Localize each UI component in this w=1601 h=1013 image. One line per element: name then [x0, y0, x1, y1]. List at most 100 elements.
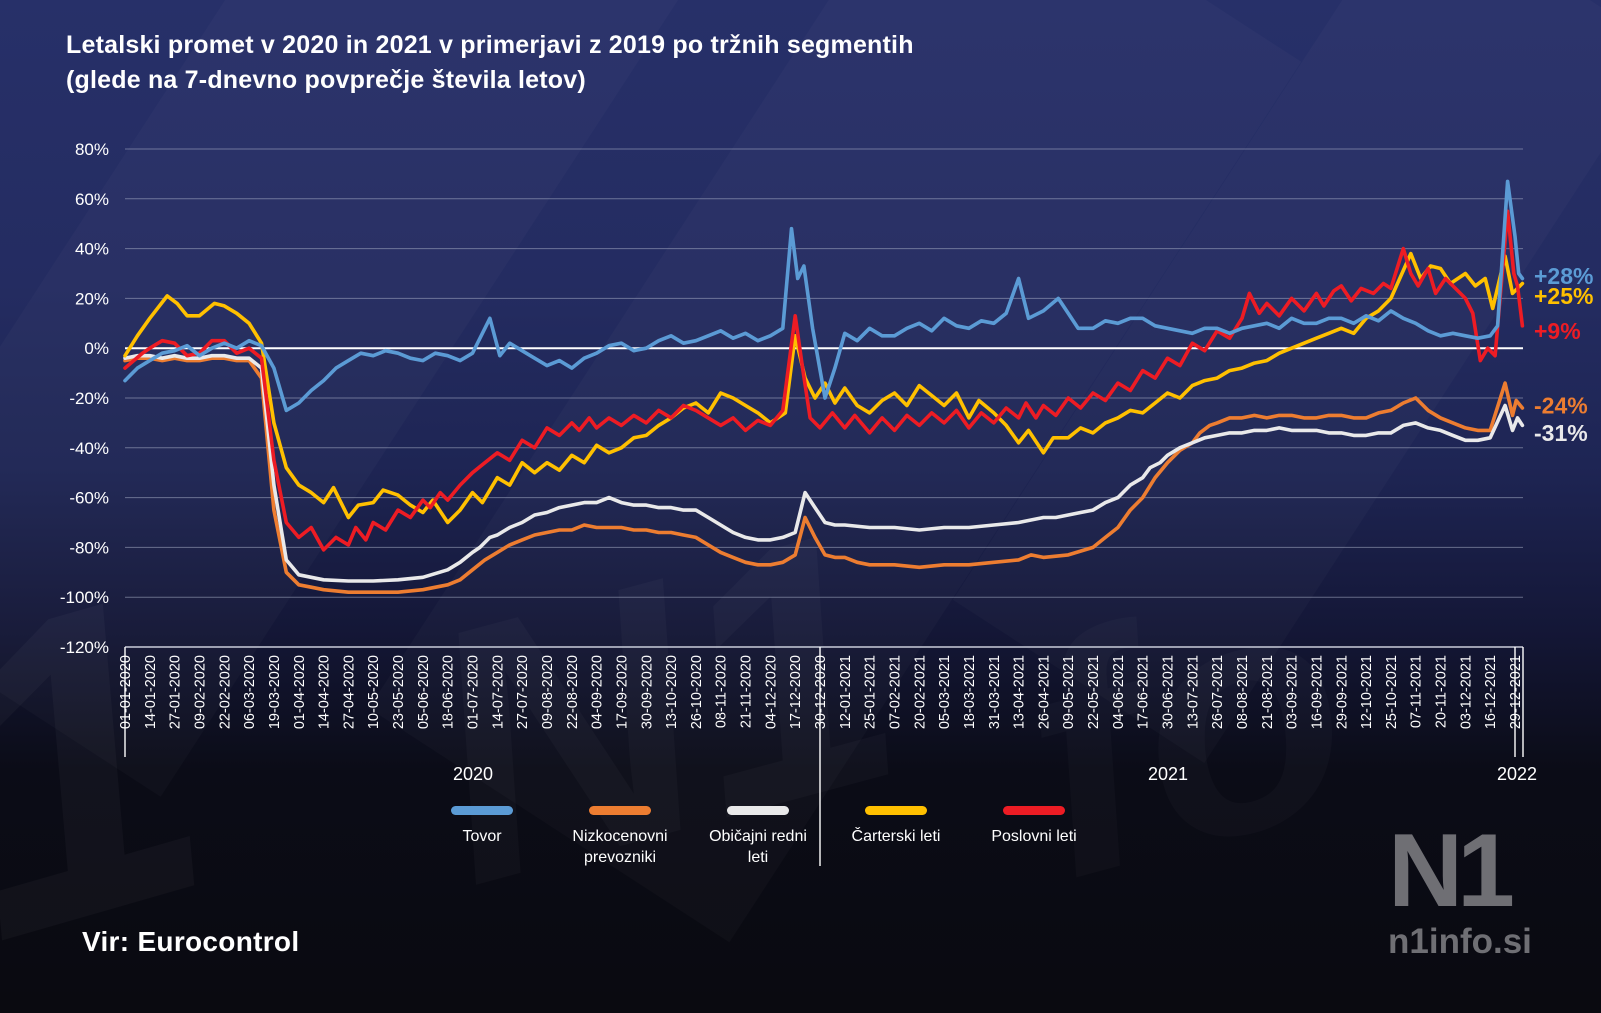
x-tick-label: 16-12-2021 [1483, 655, 1499, 729]
x-tick-label: 21-08-2021 [1260, 655, 1276, 729]
n1-logo: N1 n1info.si [1388, 813, 1573, 962]
x-tick-label: 12-01-2021 [838, 655, 854, 729]
x-tick-label: 05-06-2020 [416, 655, 432, 729]
x-tick-label: 08-11-2020 [714, 655, 730, 728]
y-tick-label: -20% [69, 389, 109, 408]
x-tick-label: 13-07-2021 [1185, 655, 1201, 729]
x-tick-label: 21-11-2020 [739, 655, 755, 728]
y-tick-label: 0% [84, 339, 109, 358]
x-tick-label: 22-02-2020 [217, 655, 233, 729]
line-chart: 80% 60% 40% 20% 0% -20% -40% -60% -80% -100% -120%… [60, 140, 1593, 866]
y-tick-label: -100% [60, 588, 109, 607]
x-tick-label: 04-06-2021 [1111, 655, 1127, 729]
legend-swatch [589, 806, 651, 815]
legend-item-obi-ajni-redni-leti: Običajni redni leti [708, 806, 808, 869]
series-end-label: +9% [1534, 318, 1581, 344]
x-tick-label: 19-03-2020 [267, 655, 283, 729]
x-tick-label: 09-08-2020 [540, 655, 556, 729]
legend-label: Poslovni leti [991, 828, 1077, 845]
legend-item-nizkocenovni-prevozniki: Nizkocenovni prevozniki [570, 806, 670, 869]
y-tick-label: -120% [60, 638, 109, 657]
x-tick-label: 17-06-2021 [1136, 655, 1152, 729]
x-tick-label: 16-09-2021 [1309, 655, 1325, 729]
x-tick-label: 14-04-2020 [317, 655, 333, 729]
x-tick-label: 27-07-2020 [515, 655, 531, 729]
y-tick-label: 40% [75, 240, 109, 259]
x-tick-label: 30-09-2020 [639, 655, 655, 729]
series-end-labels: +28%+25% +9% -24%-31% [1534, 263, 1593, 446]
x-tick-label: 17-12-2020 [788, 655, 804, 729]
y-tick-label: -60% [69, 489, 109, 508]
series-nizkocenovni-prevozniki [123, 356, 1525, 595]
year-label: 2022 [1497, 764, 1537, 784]
series-tovor [123, 179, 1525, 413]
x-tick-label: 25-10-2021 [1384, 655, 1400, 729]
y-tick-label: -40% [69, 439, 109, 458]
x-tick-label: 29-12-2021 [1508, 655, 1524, 729]
x-tick-label: 27-01-2020 [168, 655, 184, 729]
x-tick-label: 30-12-2020 [813, 655, 829, 729]
legend-swatch [727, 806, 789, 815]
x-tick-label: 07-02-2021 [888, 655, 904, 729]
year-label: 2021 [1148, 764, 1188, 784]
series-obi-ajni-redni-leti [123, 353, 1525, 583]
legend-item--arterski-leti: Čarterski leti [846, 806, 946, 848]
n1-logo-site: n1info.si [1388, 921, 1532, 961]
x-tick-label: 26-04-2021 [1036, 655, 1052, 729]
x-tick-label: 06-03-2020 [242, 655, 258, 729]
x-tick-label: 26-07-2021 [1210, 655, 1226, 729]
year-label: 2020 [453, 764, 493, 784]
x-tick-label: 01-01-2020 [118, 655, 134, 729]
y-tick-label: -80% [69, 538, 109, 557]
x-tick-label: 09-02-2020 [193, 655, 209, 729]
x-tick-label: 17-09-2020 [614, 655, 630, 729]
legend-swatch [1003, 806, 1065, 815]
x-tick-label: 20-11-2021 [1434, 655, 1450, 728]
y-tick-label: 60% [75, 190, 109, 209]
x-tick-label: 14-01-2020 [143, 655, 159, 729]
x-tick-label: 01-04-2020 [292, 655, 308, 729]
legend-swatch [865, 806, 927, 815]
x-tick-label: 13-10-2020 [664, 655, 680, 729]
x-tick-label: 03-09-2021 [1285, 655, 1301, 729]
year-labels: 2020 2021 2022 [453, 764, 1537, 784]
x-tick-label: 22-08-2020 [565, 655, 581, 729]
legend-label: Običajni redni leti [709, 828, 807, 866]
x-tick-label: 13-04-2021 [1012, 655, 1028, 729]
series-end-label: +28% [1534, 263, 1593, 289]
legend-label: Čarterski leti [851, 828, 941, 845]
x-tick-label: 05-03-2021 [937, 655, 953, 729]
legend-label: Tovor [462, 828, 502, 845]
x-tick-label: 20-02-2021 [912, 655, 928, 729]
y-axis-labels: 80% 60% 40% 20% 0% -20% -40% -60% -80% -100% -120% [60, 140, 109, 657]
series--arterski-leti [123, 251, 1525, 525]
x-tick-label: 26-10-2020 [689, 655, 705, 729]
x-tick-label: 04-09-2020 [590, 655, 606, 729]
x-tick-label: 10-05-2020 [366, 655, 382, 729]
x-tick-label: 09-05-2021 [1061, 655, 1077, 729]
chart-legend: Tovor Nizkocenovni prevozniki Običajni red… [432, 806, 1084, 869]
x-tick-label: 01-07-2020 [466, 655, 482, 729]
x-tick-label: 27-04-2020 [341, 655, 357, 729]
x-tick-label: 18-06-2020 [441, 655, 457, 729]
y-tick-label: 20% [75, 289, 109, 308]
legend-swatch [451, 806, 513, 815]
n1-logo-mark: N1 [1388, 813, 1515, 929]
x-tick-label: 30-06-2021 [1161, 655, 1177, 729]
x-tick-label: 07-11-2021 [1409, 655, 1425, 728]
x-tick-label: 03-12-2021 [1458, 655, 1474, 729]
x-axis-labels: 01-01-2020 14-01-2020 27-01-2020 09-02-2020… [118, 655, 1524, 729]
legend-item-tovor: Tovor [432, 806, 532, 848]
source-credit: Vir: Eurocontrol [82, 926, 300, 957]
x-tick-label: 08-08-2021 [1235, 655, 1251, 729]
x-tick-label: 23-05-2020 [391, 655, 407, 729]
series-poslovni-leti [123, 209, 1525, 552]
chart-title-line1: Letalski promet v 2020 in 2021 v primerj… [66, 31, 914, 59]
y-tick-label: 80% [75, 140, 109, 159]
legend-label: Nizkocenovni prevozniki [572, 828, 668, 866]
x-tick-label: 29-09-2021 [1334, 655, 1350, 729]
chart-title-line2: (glede na 7-dnevno povprečje števila let… [66, 66, 586, 94]
x-tick-label: 12-10-2021 [1359, 655, 1375, 729]
chart-title: Letalski promet v 2020 in 2021 v primerj… [66, 28, 914, 98]
